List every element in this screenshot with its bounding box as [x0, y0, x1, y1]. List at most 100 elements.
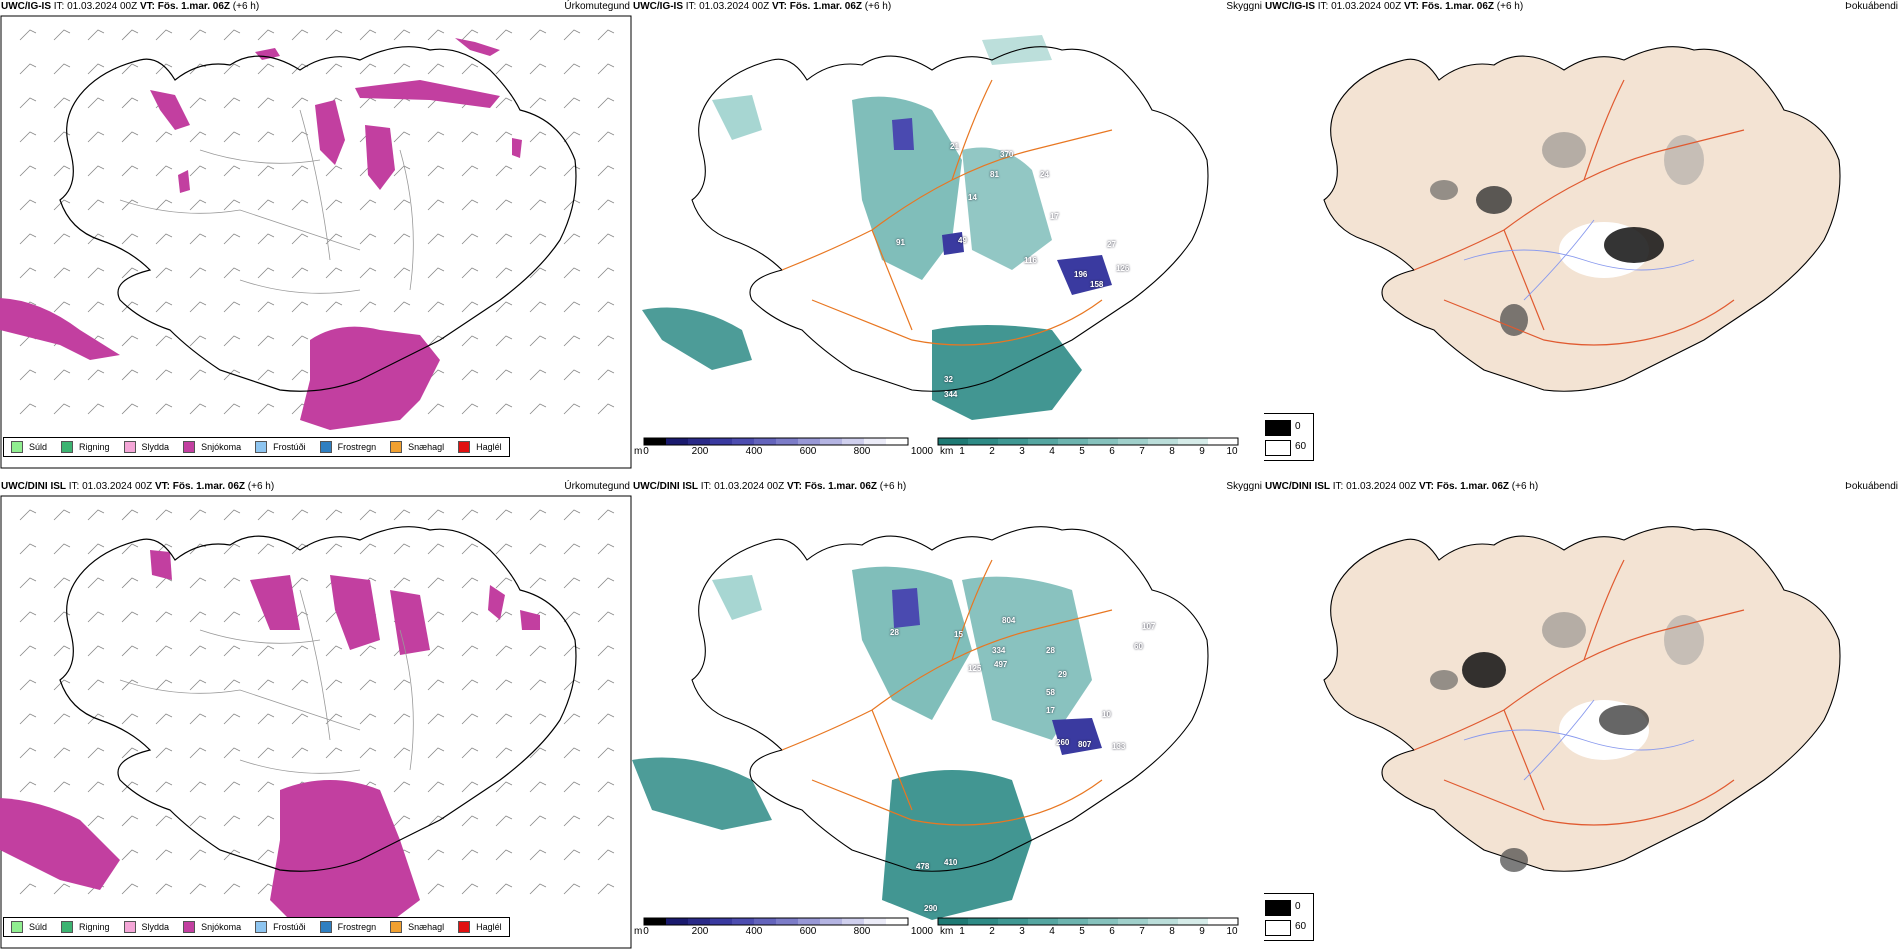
wind-barb	[359, 267, 377, 279]
wind-barb	[189, 403, 207, 415]
visibility-map-2	[632, 526, 1209, 920]
ceiling-tick: 0	[643, 926, 649, 937]
wind-barb	[121, 29, 139, 41]
wind-barb	[563, 403, 581, 415]
wind-barb	[189, 611, 207, 623]
wind-barb	[87, 611, 105, 623]
legend-item: Rigning	[54, 441, 117, 453]
wind-barb	[291, 645, 309, 657]
wind-barb	[461, 131, 479, 143]
wind-barb	[53, 63, 71, 75]
wind-barb	[155, 747, 173, 759]
wind-barb	[121, 233, 139, 245]
wind-barb	[223, 747, 241, 759]
wind-barb	[257, 29, 275, 41]
wind-barb	[495, 403, 513, 415]
wind-barb	[155, 369, 173, 381]
wind-barb	[19, 97, 37, 109]
wind-barb	[121, 509, 139, 521]
ceiling-tick: 1000	[910, 926, 934, 937]
wind-barb	[53, 679, 71, 691]
wind-barb	[19, 233, 37, 245]
wind-barb	[359, 199, 377, 211]
wind-barb	[325, 543, 343, 555]
legend-item: Frostregn	[313, 441, 384, 453]
wind-barb	[393, 577, 411, 589]
wind-barb	[53, 267, 71, 279]
wind-barb	[563, 131, 581, 143]
wind-barb	[563, 645, 581, 657]
value-label: 81	[990, 170, 999, 179]
value-label: 24	[1040, 170, 1049, 179]
legend-item: Slydda	[117, 441, 177, 453]
wind-barb	[563, 29, 581, 41]
wind-barb	[155, 199, 173, 211]
wind-barb	[461, 645, 479, 657]
value-label: 133	[1112, 742, 1126, 751]
wind-barb	[223, 131, 241, 143]
wind-barb	[257, 97, 275, 109]
wind-barb	[223, 849, 241, 861]
vis-tick: 1	[959, 926, 965, 937]
wind-barb	[563, 509, 581, 521]
wind-barb	[529, 849, 547, 861]
wind-barb	[291, 577, 309, 589]
wind-barb	[19, 199, 37, 211]
legend-item: Rigning	[54, 921, 117, 933]
precip-type-panel-1: UWC/IG-IS IT: 01.03.2024 00Z VT: Fös. 1.…	[0, 0, 632, 470]
wind-barb	[427, 849, 445, 861]
wind-barb	[529, 131, 547, 143]
wind-barb	[257, 849, 275, 861]
wind-barb	[19, 645, 37, 657]
wind-barb	[427, 509, 445, 521]
wind-barb	[597, 369, 615, 381]
wind-barb	[53, 747, 71, 759]
legend-item: Haglél	[451, 441, 509, 453]
ceiling-tick: 400	[745, 446, 763, 457]
wind-barb	[495, 747, 513, 759]
wind-barb	[257, 233, 275, 245]
vis-tick: 8	[1169, 926, 1175, 937]
wind-barb	[461, 849, 479, 861]
wind-barb	[189, 233, 207, 245]
wind-barb	[393, 63, 411, 75]
wind-barb	[87, 509, 105, 521]
wind-barb	[291, 131, 309, 143]
wind-barb	[393, 543, 411, 555]
legend-swatch	[1265, 920, 1291, 936]
wind-barb	[597, 849, 615, 861]
wind-barb	[257, 199, 275, 211]
wind-barb	[597, 577, 615, 589]
wind-barb	[53, 233, 71, 245]
value-label: 410	[944, 858, 958, 867]
wind-barb	[189, 815, 207, 827]
wind-barb	[597, 97, 615, 109]
wind-barb	[19, 611, 37, 623]
legend-item: Snæhagl	[383, 921, 451, 933]
wind-barb	[461, 369, 479, 381]
wind-barb	[257, 369, 275, 381]
wind-barb	[53, 369, 71, 381]
wind-barb	[529, 679, 547, 691]
wind-barb	[155, 645, 173, 657]
wind-barb	[597, 233, 615, 245]
ceiling-unit: m	[634, 926, 643, 937]
wind-barb	[393, 781, 411, 793]
wind-barb	[427, 645, 445, 657]
wind-barb	[121, 577, 139, 589]
wind-barb	[325, 645, 343, 657]
vis-tick: 4	[1049, 446, 1055, 457]
legend-item: Snjókoma	[176, 441, 248, 453]
wind-barb	[563, 543, 581, 555]
wind-barb	[495, 815, 513, 827]
value-label: 27	[1107, 240, 1116, 249]
wind-barb	[427, 403, 445, 415]
wind-barb	[325, 679, 343, 691]
wind-barb	[155, 131, 173, 143]
wind-barb	[257, 781, 275, 793]
wind-barb	[529, 713, 547, 725]
wind-barb	[121, 611, 139, 623]
wind-barb	[461, 577, 479, 589]
wind-barb	[121, 63, 139, 75]
wind-barb	[495, 781, 513, 793]
